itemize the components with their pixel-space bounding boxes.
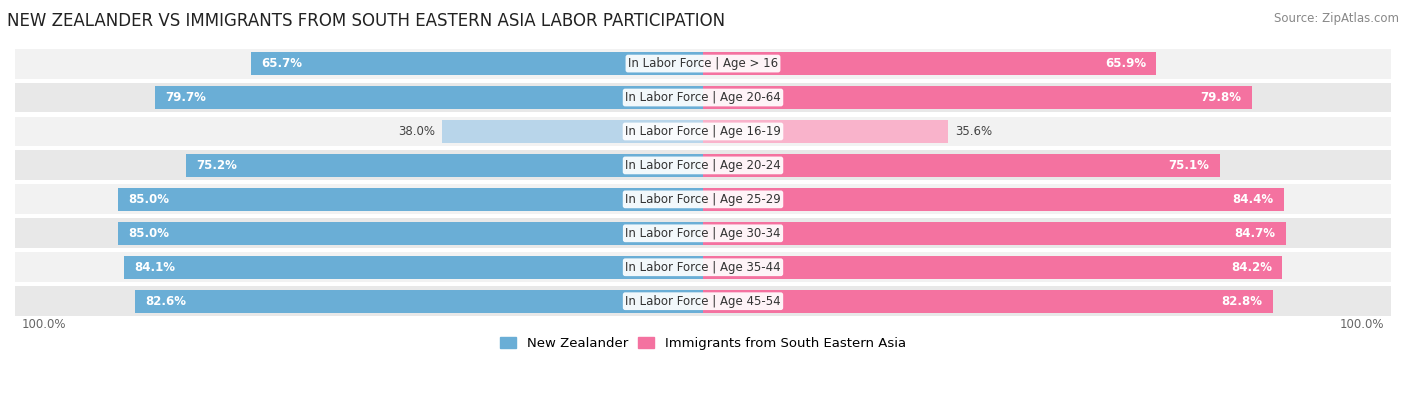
Bar (15, 286, 1391, 316)
Bar (155, 86, 703, 109)
Text: 65.7%: 65.7% (262, 57, 302, 70)
Bar (135, 290, 703, 313)
Bar (703, 120, 948, 143)
Text: In Labor Force | Age > 16: In Labor Force | Age > 16 (628, 57, 778, 70)
Text: NEW ZEALANDER VS IMMIGRANTS FROM SOUTH EASTERN ASIA LABOR PARTICIPATION: NEW ZEALANDER VS IMMIGRANTS FROM SOUTH E… (7, 12, 725, 30)
Bar (703, 52, 1156, 75)
Text: 85.0%: 85.0% (128, 227, 170, 240)
Text: 100.0%: 100.0% (1340, 318, 1384, 331)
Text: 79.8%: 79.8% (1201, 91, 1241, 104)
Text: 84.1%: 84.1% (135, 261, 176, 274)
Bar (441, 120, 703, 143)
Text: 75.2%: 75.2% (195, 159, 236, 172)
Text: 75.1%: 75.1% (1168, 159, 1209, 172)
Text: In Labor Force | Age 30-34: In Labor Force | Age 30-34 (626, 227, 780, 240)
Bar (703, 86, 1251, 109)
Text: 65.9%: 65.9% (1105, 57, 1146, 70)
Bar (703, 290, 1272, 313)
Bar (186, 154, 703, 177)
Bar (15, 184, 1391, 214)
Bar (118, 222, 703, 245)
Text: 85.0%: 85.0% (128, 193, 170, 206)
Text: 84.4%: 84.4% (1232, 193, 1274, 206)
Text: 38.0%: 38.0% (398, 125, 434, 138)
Legend: New Zealander, Immigrants from South Eastern Asia: New Zealander, Immigrants from South Eas… (495, 331, 911, 355)
Text: In Labor Force | Age 16-19: In Labor Force | Age 16-19 (626, 125, 780, 138)
Text: 82.6%: 82.6% (145, 295, 186, 308)
Bar (703, 256, 1282, 279)
Bar (124, 256, 703, 279)
Text: 82.8%: 82.8% (1222, 295, 1263, 308)
Bar (15, 49, 1391, 79)
Bar (15, 83, 1391, 113)
Text: 79.7%: 79.7% (165, 91, 205, 104)
Text: In Labor Force | Age 20-64: In Labor Force | Age 20-64 (626, 91, 780, 104)
Text: In Labor Force | Age 35-44: In Labor Force | Age 35-44 (626, 261, 780, 274)
Bar (15, 218, 1391, 248)
Bar (15, 117, 1391, 147)
Text: In Labor Force | Age 20-24: In Labor Force | Age 20-24 (626, 159, 780, 172)
Text: 100.0%: 100.0% (22, 318, 66, 331)
Text: 84.2%: 84.2% (1232, 261, 1272, 274)
Text: In Labor Force | Age 25-29: In Labor Force | Age 25-29 (626, 193, 780, 206)
Text: 84.7%: 84.7% (1234, 227, 1275, 240)
Bar (703, 188, 1284, 211)
Bar (15, 252, 1391, 282)
Bar (252, 52, 703, 75)
Text: 35.6%: 35.6% (955, 125, 993, 138)
Bar (118, 188, 703, 211)
Bar (703, 154, 1219, 177)
Text: In Labor Force | Age 45-54: In Labor Force | Age 45-54 (626, 295, 780, 308)
Bar (703, 222, 1285, 245)
Bar (15, 150, 1391, 181)
Text: Source: ZipAtlas.com: Source: ZipAtlas.com (1274, 12, 1399, 25)
